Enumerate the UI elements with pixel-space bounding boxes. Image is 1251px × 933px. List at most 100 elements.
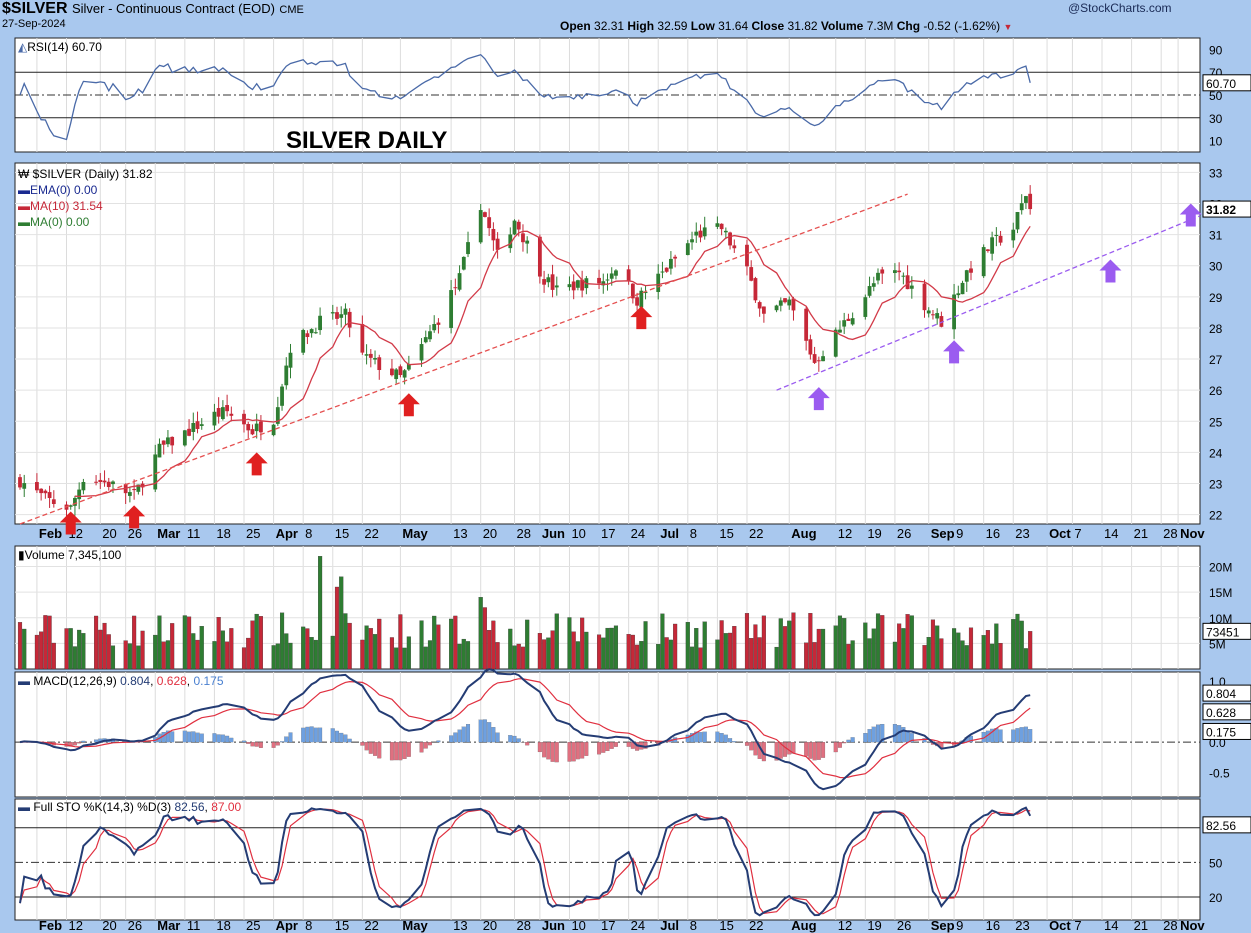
x-tick-label: 18 (216, 526, 230, 541)
candle-body (457, 273, 462, 290)
sto-value-tag (1202, 816, 1251, 834)
candle-body (732, 245, 737, 249)
volume-bar (1015, 613, 1020, 670)
candle-body (288, 352, 293, 368)
volume-bar (643, 621, 648, 670)
candle-body (1011, 229, 1016, 241)
macd-value-tag-text: 0.175 (1206, 725, 1236, 739)
price-tick-label: 30 (1209, 260, 1223, 274)
macd-histogram-bar (427, 742, 432, 746)
macd-histogram-bar (1019, 727, 1024, 743)
volume-bar (774, 646, 779, 670)
macd-histogram-bar (613, 742, 618, 747)
volume-bar (909, 615, 914, 670)
candle-body (309, 329, 314, 334)
macd-label-prefix: MACD(12,26,9) (33, 674, 117, 688)
open-label: Open (560, 19, 591, 33)
macd-histogram-bar (449, 735, 454, 743)
x-tick-label: 10 (571, 526, 585, 541)
x-tick-label: 21 (1134, 918, 1148, 933)
volume-bar (998, 643, 1003, 670)
sto-k-value: 82.56 (174, 800, 205, 814)
candle-body (901, 275, 906, 277)
candle-body (242, 413, 246, 425)
candle-body (605, 279, 610, 281)
macd-histogram-bar (182, 730, 187, 743)
sto-label: ▬ Full STO %K(14,3) %D(3) 82.56, 87.00 (18, 800, 242, 814)
macd-histogram-bar (749, 742, 754, 751)
macd-histogram-bar (250, 742, 255, 747)
macd-histogram-bar (812, 742, 817, 761)
candle-body (423, 337, 428, 343)
volume-bar (584, 631, 589, 670)
candle-body (580, 279, 585, 291)
candle-body (846, 318, 851, 321)
macd-histogram-bar (81, 740, 86, 743)
x-tick-label: 28 (517, 526, 531, 541)
volume-bar (360, 639, 365, 670)
macd-histogram-bar (871, 726, 876, 743)
legend-ma0-text: MA(0) 0.00 (30, 215, 90, 229)
volume-bar (187, 616, 192, 670)
macd-histogram-bar (398, 742, 403, 761)
macd-histogram-bar (1028, 729, 1033, 743)
macd-histogram-bar (220, 734, 225, 743)
candle-body (635, 297, 639, 306)
candle-body (199, 424, 204, 426)
macd-value-tag (1202, 703, 1251, 721)
header-date: 27-Sep-2024 (2, 18, 66, 30)
candle-body (690, 239, 694, 243)
volume-bar (72, 646, 77, 670)
macd-histogram-bar (309, 726, 314, 743)
macd-histogram-bar (377, 742, 382, 759)
volume-bar (199, 626, 204, 670)
volume-bar (334, 586, 340, 670)
x-tick-label: 17 (601, 526, 615, 541)
volume-label: ▮Volume 7,345,100 (18, 548, 121, 562)
candle-body (601, 281, 606, 286)
macd-histogram-bar (702, 731, 707, 743)
rsi-value-tag (1202, 74, 1251, 92)
rsi-label: ◭RSI(14) 60.70 (18, 40, 102, 54)
candle-body (719, 223, 724, 230)
volume-bar (990, 643, 995, 670)
candle-body (990, 237, 995, 254)
macd-histogram-bar (419, 742, 424, 753)
macd-histogram-bar (225, 735, 230, 743)
x-tick-label: 26 (128, 918, 142, 933)
volume-bar (863, 622, 868, 670)
candle-body (161, 440, 166, 445)
candle-body (229, 413, 234, 416)
volume-bar (339, 576, 344, 670)
macd-histogram-bar (288, 732, 293, 743)
volume-bar (525, 619, 530, 670)
macd-histogram-bar (482, 719, 487, 743)
candle-body (804, 308, 809, 341)
candle-body (960, 282, 965, 295)
candle-body (508, 234, 513, 249)
candle-body (335, 312, 339, 319)
x-tick-label: 14 (1104, 918, 1118, 933)
candle-body (664, 267, 669, 272)
macd-histogram-bar (406, 742, 411, 757)
macd-value-tag (1202, 722, 1251, 740)
candle-body (850, 318, 855, 325)
macd-histogram-bar (1015, 728, 1020, 743)
candle-body (728, 232, 732, 246)
candle-body (18, 477, 22, 488)
candle-body (1019, 203, 1024, 211)
x-tick-label: 28 (1163, 918, 1177, 933)
candle-body (305, 333, 310, 337)
macd-histogram-bar (571, 742, 576, 762)
volume-bar (191, 633, 196, 670)
candle-body (694, 231, 699, 236)
price-tick-label: 28 (1209, 322, 1223, 336)
macd-histogram-bar (508, 735, 513, 743)
red-arrow-icon (630, 306, 653, 330)
candle-body (166, 437, 170, 445)
macd-histogram-bar (275, 742, 280, 746)
volume-bar (275, 643, 280, 670)
candle-body (660, 271, 665, 273)
x-tick-label: 28 (517, 918, 531, 933)
volume-bar (567, 617, 572, 670)
